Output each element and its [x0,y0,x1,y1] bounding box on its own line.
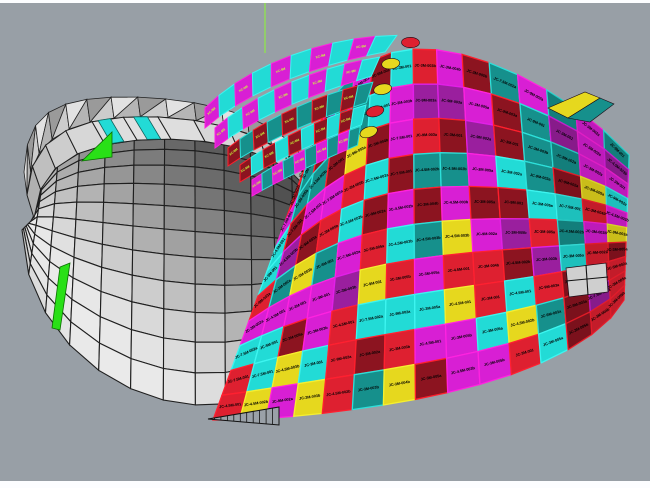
svg-text:JC-9M-003a: JC-9M-003a [416,133,438,138]
svg-text:JC-3M-005a: JC-3M-005a [534,230,556,235]
svg-text:JC-9M-003a: JC-9M-003a [415,98,437,102]
svg-text:JC-9M-002a: JC-9M-002a [476,232,498,237]
svg-text:JC-4.5M-002b: JC-4.5M-002b [442,167,467,172]
svg-text:JC-3M-003b: JC-3M-003b [415,64,437,69]
svg-text:JC-3M-005a: JC-3M-005a [474,200,496,205]
svg-text:JC-4.5M-003b: JC-4.5M-003b [444,200,469,204]
svg-text:JC-3M-005b: JC-3M-005b [505,231,527,235]
